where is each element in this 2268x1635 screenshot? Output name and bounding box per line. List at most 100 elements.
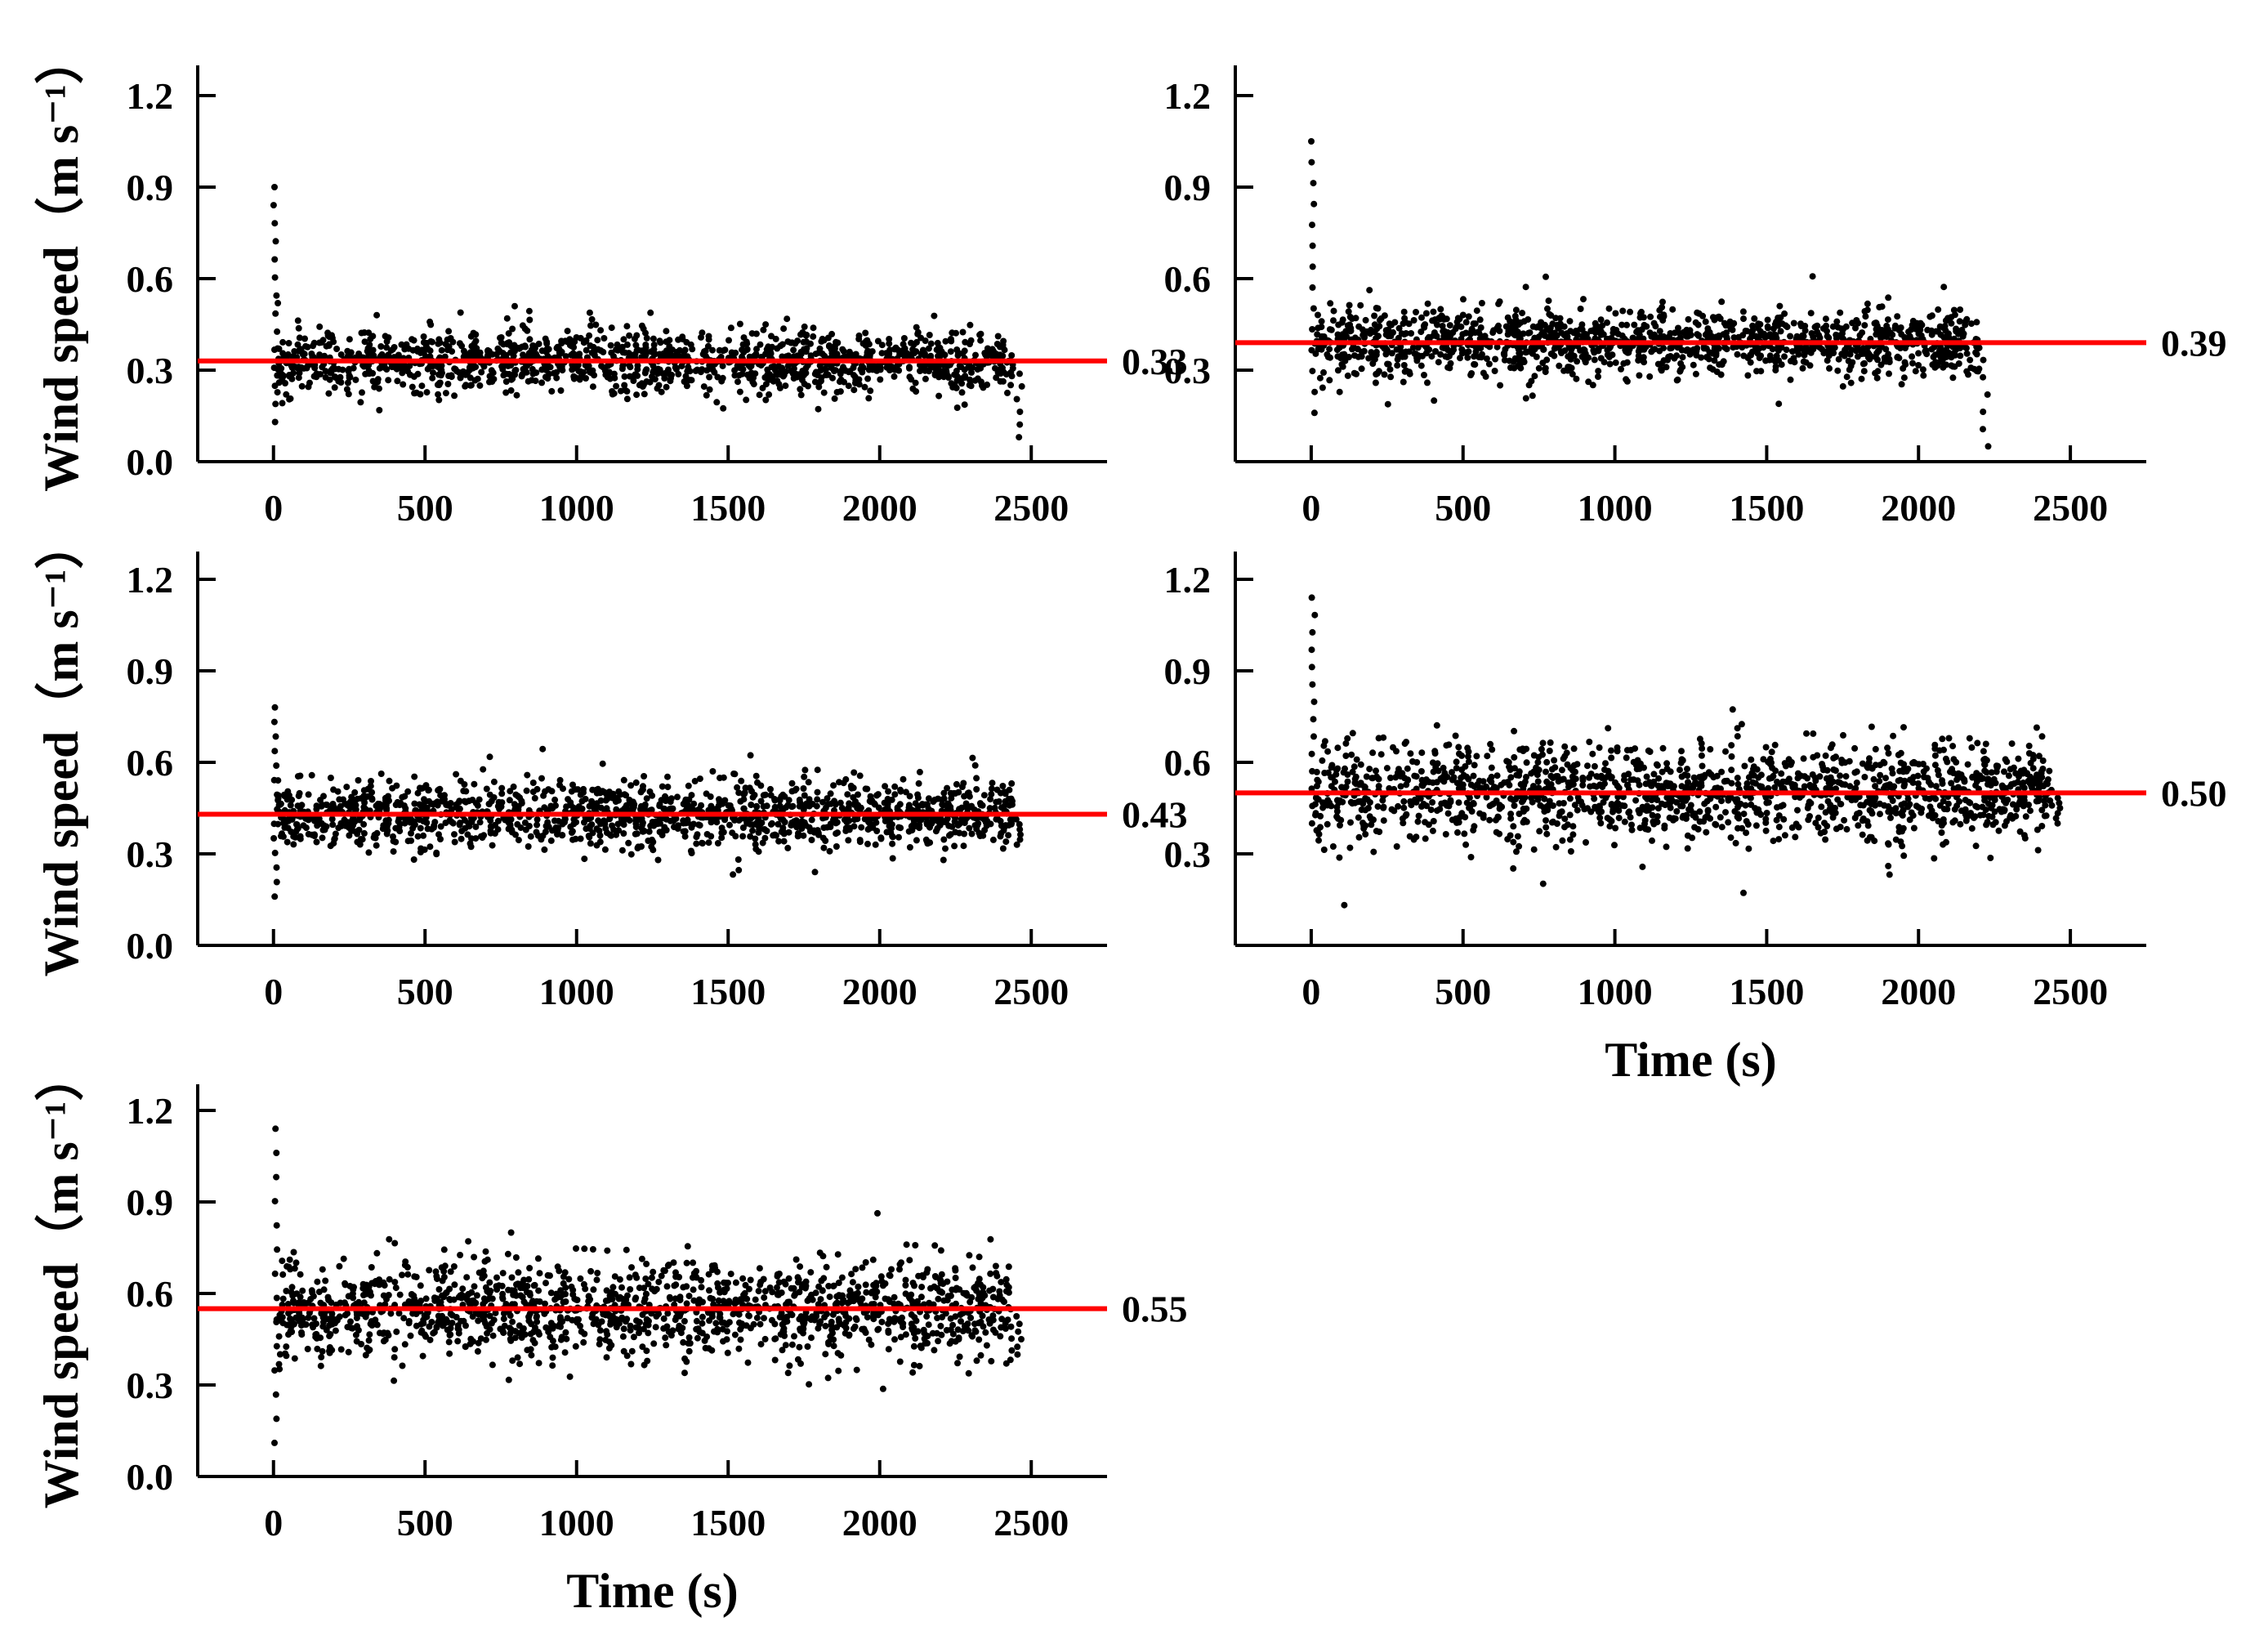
data-point xyxy=(2015,755,2022,762)
data-point xyxy=(1864,306,1871,314)
data-point xyxy=(1890,732,1897,739)
data-point xyxy=(650,362,657,369)
data-point xyxy=(449,348,456,355)
data-point xyxy=(456,821,463,829)
data-point xyxy=(1749,327,1757,334)
x-tick-label: 2500 xyxy=(2033,971,2108,1012)
data-point xyxy=(826,342,833,349)
data-point xyxy=(1330,317,1337,324)
data-point xyxy=(494,817,502,824)
data-point xyxy=(1422,310,1430,317)
data-point xyxy=(1749,322,1757,329)
data-point xyxy=(973,786,980,793)
data-point xyxy=(417,824,424,832)
data-point xyxy=(735,817,743,824)
data-point xyxy=(808,816,815,824)
data-point xyxy=(554,831,560,838)
data-point xyxy=(548,387,556,395)
data-point xyxy=(488,367,495,374)
data-point xyxy=(1353,370,1359,377)
data-point xyxy=(874,337,882,345)
data-point xyxy=(270,776,278,784)
data-point xyxy=(1682,329,1690,337)
data-point xyxy=(1595,373,1601,380)
data-point xyxy=(769,343,776,351)
data-point xyxy=(914,328,922,336)
data-point xyxy=(453,771,460,778)
data-point xyxy=(1886,370,1892,377)
data-point xyxy=(1458,346,1466,353)
data-point xyxy=(318,802,325,810)
data-point xyxy=(1852,324,1859,332)
data-point xyxy=(1840,731,1846,739)
data-point xyxy=(968,830,976,838)
data-point xyxy=(1968,320,1975,328)
data-point xyxy=(1801,351,1808,359)
x-tick-label: 0 xyxy=(264,487,283,529)
data-point xyxy=(886,336,893,342)
data-point xyxy=(766,391,773,398)
data-point xyxy=(1369,360,1377,367)
data-point xyxy=(1319,757,1326,764)
data-point xyxy=(273,292,280,299)
data-point xyxy=(525,307,533,315)
data-point xyxy=(328,334,336,342)
data-point xyxy=(1761,330,1768,337)
data-point xyxy=(966,824,973,832)
data-point xyxy=(849,351,856,359)
data-point xyxy=(954,349,962,356)
data-point xyxy=(547,837,555,844)
data-point xyxy=(1878,327,1886,333)
data-point xyxy=(780,325,788,333)
data-point xyxy=(1419,352,1426,360)
data-point xyxy=(523,787,530,794)
data-point xyxy=(1723,329,1730,337)
data-point xyxy=(515,837,522,844)
data-point xyxy=(803,345,810,352)
data-point xyxy=(1968,824,1976,832)
data-point xyxy=(1566,795,1574,802)
data-point xyxy=(1432,348,1439,355)
data-point xyxy=(752,835,759,842)
data-point xyxy=(346,832,353,839)
data-point xyxy=(1773,352,1780,360)
data-point xyxy=(1783,346,1790,354)
data-point xyxy=(935,373,943,381)
data-point xyxy=(1875,347,1882,355)
data-point xyxy=(1492,355,1499,363)
data-point xyxy=(346,803,354,811)
data-point xyxy=(916,768,923,775)
data-point xyxy=(699,840,706,847)
data-point xyxy=(980,792,988,799)
data-point xyxy=(479,834,486,842)
data-point xyxy=(1376,316,1383,324)
data-point xyxy=(1497,382,1504,389)
data-point xyxy=(759,839,766,847)
y-tick-label: 0.9 xyxy=(127,167,174,208)
data-point xyxy=(943,367,950,374)
data-point xyxy=(1365,355,1373,362)
data-point xyxy=(641,350,649,357)
data-point xyxy=(767,820,775,828)
data-point xyxy=(1650,319,1658,327)
data-point xyxy=(509,325,516,333)
data-point xyxy=(2038,733,2046,740)
data-point xyxy=(948,337,955,345)
data-point xyxy=(385,334,392,342)
data-point xyxy=(832,801,839,808)
data-point xyxy=(747,364,754,370)
data-point xyxy=(1618,365,1624,373)
data-point xyxy=(1778,361,1785,369)
data-point xyxy=(451,838,458,846)
data-point xyxy=(429,374,436,382)
data-point xyxy=(1545,297,1552,305)
data-point xyxy=(620,776,627,784)
data-point xyxy=(962,338,969,346)
y-tick-label: 0.6 xyxy=(127,258,174,300)
data-point xyxy=(1547,312,1555,319)
data-point xyxy=(593,842,600,849)
data-point xyxy=(1420,322,1427,329)
data-point xyxy=(1822,752,1829,759)
data-point xyxy=(962,374,968,382)
data-point xyxy=(617,791,624,798)
